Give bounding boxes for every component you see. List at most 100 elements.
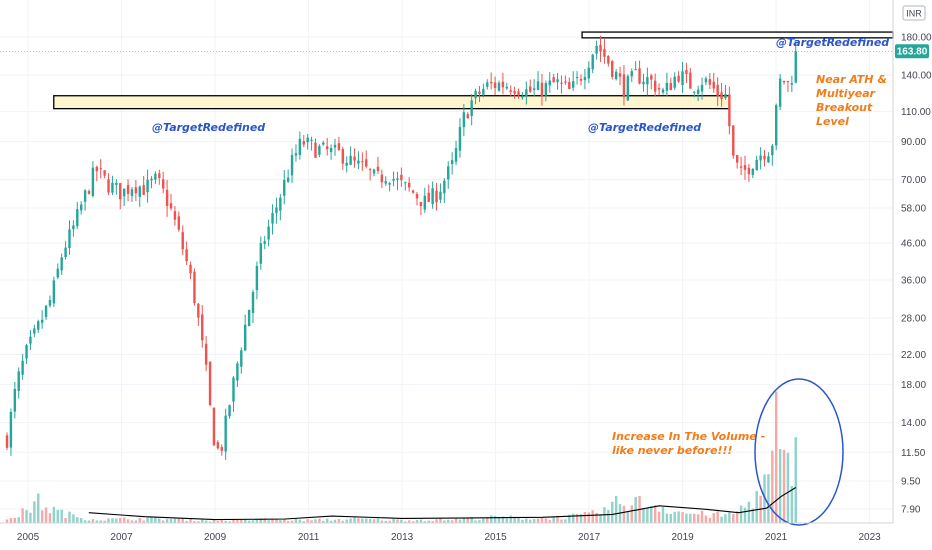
volume-bar [712,513,715,523]
candle-body [509,90,512,92]
volume-bar [5,519,9,523]
candle-body [552,77,555,83]
candle-body [240,350,243,367]
volume-bar [263,518,266,523]
axes [0,0,894,524]
price-tick-label: 140.00 [901,70,932,81]
candle-body [185,249,188,262]
candle-body [267,226,270,240]
candle-body [115,182,118,185]
candle-body [599,44,602,52]
price-tick-label: 46.00 [901,238,926,249]
candle-body [778,78,782,107]
volume-bar [646,508,649,523]
candle-body [255,265,259,291]
candle-body [650,75,653,80]
candle-body [759,155,762,161]
candle-body [368,169,372,171]
volume-bar [786,452,790,523]
volume-bar [735,511,739,523]
volume-bar [716,511,719,523]
volume-bar [568,514,571,523]
volume-bar [607,509,610,523]
candle-body [689,72,692,89]
candle-body [95,166,99,172]
candle-body [345,162,348,166]
candle-body [677,75,680,82]
volume-bar [466,518,469,523]
volume-highlight-circle [754,378,844,526]
volume-bar [720,516,723,523]
volume-bar [427,520,430,523]
volume-bar [294,518,298,523]
volume-bar [560,519,563,523]
volume-bar [661,507,665,523]
candle-body [236,363,239,381]
volume-bar [99,520,102,523]
price-tick-label: 58.00 [901,203,926,214]
volume-bars [5,391,797,523]
price-tick-label: 28.00 [901,313,926,324]
volume-bar [29,512,32,523]
candle-body [5,435,9,448]
price-tick-label: 180.00 [901,33,932,44]
candle-body [208,361,212,405]
candle-body [661,89,665,93]
volume-bar [415,520,419,523]
candle-body [314,142,317,158]
volume-bar [630,505,633,523]
price-tick-label: 14.00 [901,418,926,429]
candle-body [333,144,337,148]
volume-bar [513,516,516,523]
candle-body [673,76,676,88]
candle-body [279,197,282,211]
candle-body [306,137,309,143]
volume-bar [611,501,614,523]
candle-body [107,179,110,193]
candle-body [201,314,204,341]
volume-bar [150,517,153,523]
time-tick-label: 2023 [858,532,881,543]
candle-body [732,125,735,156]
volume-bar [665,513,669,523]
candle-body [259,243,263,264]
candle-body [126,185,130,194]
candle-body [454,148,458,162]
candle-body [447,166,450,180]
price-tick-label: 110.00 [901,107,931,118]
candle-body [232,377,235,402]
price-candles[interactable] [5,35,797,460]
candle-body [283,179,286,196]
candle-body [193,271,196,304]
volume-bar [310,520,313,523]
candle-body [536,81,540,90]
volume-bar [333,519,337,523]
price-tick-label: 22.00 [901,350,926,361]
volume-bar [419,519,423,523]
volume-bar [708,517,712,523]
candle-body [119,183,122,200]
candle-body [630,71,633,77]
currency-badge[interactable]: INR [902,5,926,21]
volume-bar [52,506,56,523]
candle-body [681,71,684,86]
chart-zones [0,31,894,110]
time-tick-label: 2019 [671,532,694,543]
volume-bar [380,520,384,523]
time-tick-label: 2013 [391,532,414,543]
volume-bar [365,518,368,523]
candle-body [482,88,485,95]
candle-body [704,78,708,83]
candle-body [392,178,395,181]
candle-body [653,80,657,92]
volume-bar [83,520,87,523]
candle-body [349,155,352,165]
candle-body [263,241,266,244]
candle-body [521,96,524,98]
candle-body [322,142,325,145]
volume-bar [462,518,466,523]
volume-bar [353,517,356,523]
chart-annotations: @TargetRedefined @TargetRedefined @Targe… [152,36,889,526]
ath-note-line-4: Level [816,115,849,128]
